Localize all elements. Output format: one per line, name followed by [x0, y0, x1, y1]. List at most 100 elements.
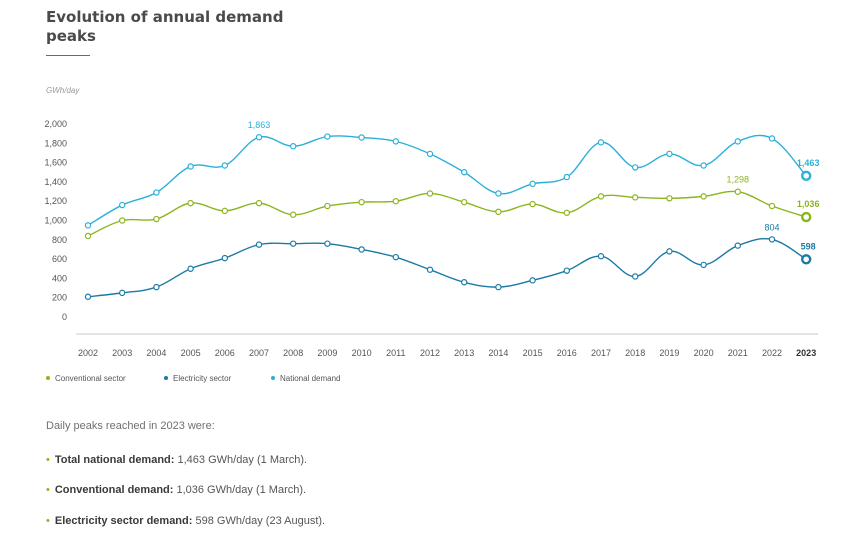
data-point-electricity	[461, 279, 468, 286]
data-point-national	[153, 189, 160, 196]
data-point-national	[632, 164, 639, 171]
x-tick-label: 2011	[386, 348, 405, 358]
y-tick-label: 1,400	[44, 177, 67, 187]
data-point-electricity	[324, 240, 331, 247]
x-tick-label: 2019	[659, 348, 679, 358]
x-tick-label: 2007	[249, 348, 269, 358]
bullet-icon: •	[46, 484, 50, 496]
y-tick-label: 0	[62, 312, 67, 322]
data-point-conventional	[324, 202, 331, 210]
data-point-conventional	[768, 202, 776, 210]
legend-item-electricity: Electricity sector	[164, 374, 231, 383]
x-tick-label: 2006	[215, 348, 235, 358]
demand-peaks-chart: GWh/day 2,000 1,800 1,600 1,400 1,200 1,000 800…	[44, 86, 820, 358]
legend-label-national: National demand	[280, 374, 341, 383]
data-point-electricity	[632, 273, 639, 280]
data-label: 804	[764, 222, 779, 232]
data-label: 1,298	[727, 175, 750, 185]
legend-label-conventional: Conventional sector	[55, 374, 126, 383]
data-point-electricity	[118, 289, 126, 297]
data-point-national	[666, 150, 673, 158]
y-tick-label: 1,000	[44, 216, 67, 226]
x-tick-label: 2017	[591, 348, 611, 358]
x-tick-label: 2013	[454, 348, 474, 358]
data-point-electricity	[801, 254, 812, 265]
data-point-conventional	[734, 188, 742, 195]
x-tick-label: 2023	[796, 348, 816, 358]
data-point-national	[392, 138, 399, 145]
data-point-conventional	[255, 199, 263, 207]
data-point-electricity	[255, 241, 263, 248]
data-point-conventional	[597, 193, 605, 200]
x-tick-label: 2004	[146, 348, 166, 358]
data-point-national	[495, 190, 502, 197]
y-tick-label: 2,000	[44, 119, 67, 129]
note-item-electricity: • Electricity sector demand: 598 GWh/day …	[46, 515, 325, 527]
data-point-national	[700, 162, 707, 169]
data-point-electricity	[153, 283, 160, 291]
note-item-national: • Total national demand: 1,463 GWh/day (1…	[46, 454, 307, 466]
x-tick-label: 2003	[112, 348, 132, 358]
note-value: 1,036 GWh/day (1 March).	[173, 484, 307, 496]
x-tick-label: 2005	[181, 348, 201, 358]
x-tick-label: 2021	[728, 348, 748, 358]
data-point-electricity	[700, 261, 707, 269]
data-point-national	[734, 138, 742, 145]
x-tick-label: 2015	[523, 348, 543, 358]
data-point-national	[118, 201, 126, 209]
data-point-conventional	[666, 195, 673, 202]
data-point-electricity	[84, 293, 92, 300]
data-label: 1,036	[797, 199, 820, 209]
data-point-conventional	[358, 198, 365, 206]
data-point-national	[290, 142, 297, 150]
data-point-electricity	[563, 267, 571, 274]
x-tick-label: 2020	[694, 348, 714, 358]
x-tick-label: 2009	[317, 348, 337, 358]
note-value: 598 GWh/day (23 August).	[192, 515, 326, 527]
y-axis-label: GWh/day	[46, 86, 80, 95]
data-point-conventional	[495, 208, 502, 216]
data-point-conventional	[118, 217, 126, 224]
data-point-electricity	[426, 266, 434, 273]
y-tick-label: 1,200	[44, 196, 67, 206]
page-title: Evolution of annual demand peaks	[46, 8, 284, 45]
y-tick-label: 400	[52, 273, 67, 283]
data-point-national	[563, 173, 571, 181]
y-tick-label: 600	[52, 254, 67, 264]
series-line-electricity	[87, 237, 807, 298]
data-point-national	[426, 150, 434, 158]
x-tick-label: 2022	[762, 348, 782, 358]
legend-swatch-electricity	[164, 376, 168, 380]
notes-intro: Daily peaks reached in 2023 were:	[46, 420, 215, 432]
series-line-national	[87, 134, 807, 226]
data-point-electricity	[666, 248, 673, 255]
note-label: Total national demand:	[54, 454, 175, 466]
note-value: 1,463 GWh/day (1 March).	[174, 454, 308, 466]
note-label: Conventional demand:	[54, 484, 174, 496]
data-label: 1,463	[797, 158, 820, 168]
data-label: 1,863	[248, 120, 271, 130]
data-point-conventional	[529, 200, 536, 208]
note-item-conventional: • Conventional demand: 1,036 GWh/day (1 M…	[46, 484, 306, 496]
y-tick-label: 1,600	[44, 158, 67, 168]
data-point-electricity	[290, 240, 297, 247]
data-point-conventional	[426, 190, 434, 197]
data-point-national	[597, 139, 605, 146]
bullet-icon: •	[46, 515, 50, 527]
data-point-conventional	[632, 194, 639, 201]
data-point-conventional	[290, 211, 297, 218]
y-tick-label: 200	[52, 293, 67, 303]
bullet-icon: •	[46, 454, 50, 466]
series-line-conventional	[87, 190, 807, 237]
data-point-conventional	[392, 197, 399, 205]
legend-swatch-national	[271, 376, 275, 380]
data-point-electricity	[597, 253, 605, 260]
data-point-conventional	[563, 209, 571, 216]
legend-item-conventional: Conventional sector	[46, 374, 126, 383]
data-point-national	[84, 222, 92, 229]
data-point-conventional	[461, 198, 468, 206]
x-tick-label: 2002	[78, 348, 98, 358]
x-tick-label: 2008	[283, 348, 303, 358]
data-point-conventional	[187, 199, 194, 207]
data-point-electricity	[768, 236, 776, 243]
